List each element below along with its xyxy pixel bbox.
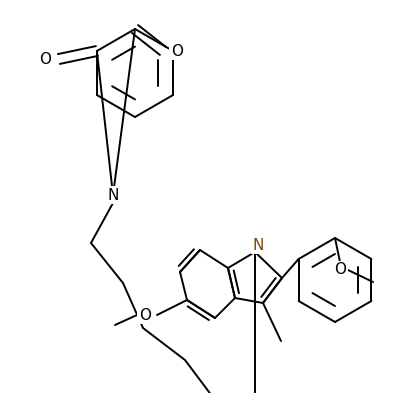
Text: O: O bbox=[139, 307, 151, 323]
Text: N: N bbox=[252, 237, 263, 252]
Text: O: O bbox=[171, 44, 183, 59]
Text: O: O bbox=[39, 51, 51, 66]
Text: O: O bbox=[333, 263, 345, 277]
Text: N: N bbox=[107, 187, 118, 202]
